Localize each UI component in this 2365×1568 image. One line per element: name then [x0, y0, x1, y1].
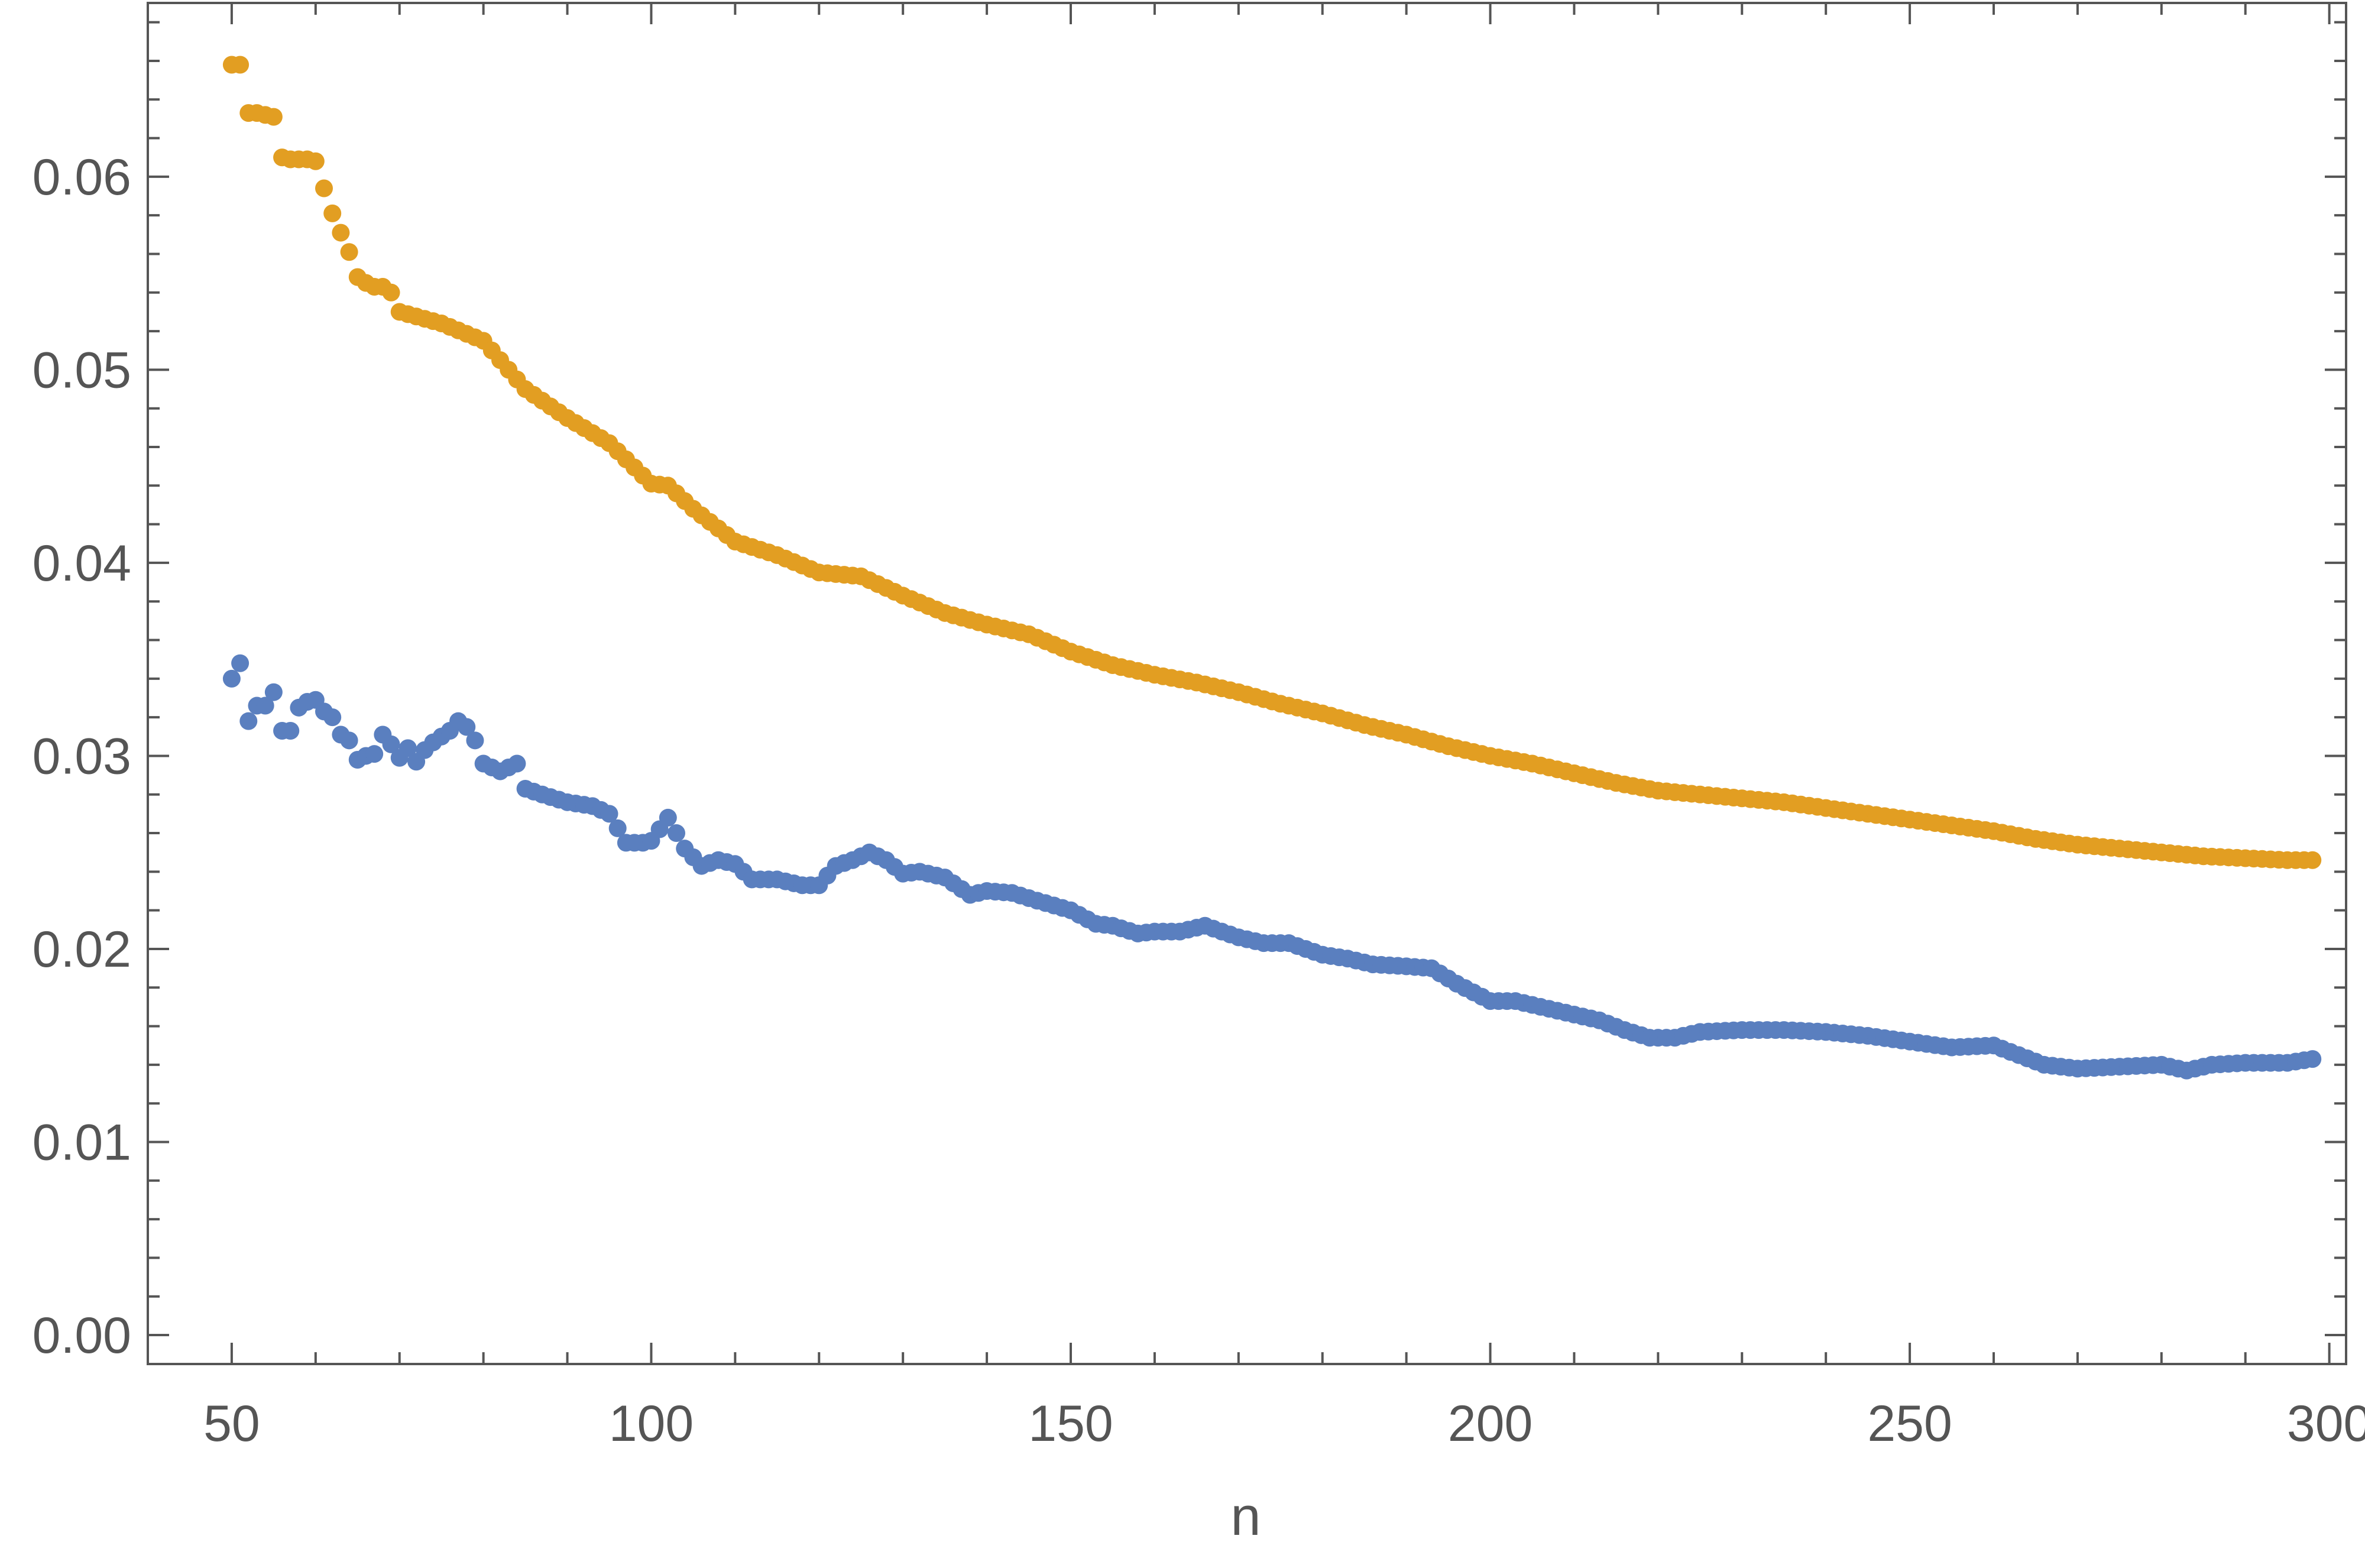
x-tick-label: 300: [2287, 1395, 2365, 1452]
y-tick-label: 0.04: [33, 535, 131, 592]
x-axis-title: n: [1230, 1486, 1261, 1547]
x-tick-label: 50: [203, 1395, 260, 1452]
data-point: [668, 824, 686, 843]
axis-ticks: [147, 3, 2346, 1364]
data-point: [382, 735, 400, 753]
data-point: [332, 223, 350, 242]
data-point: [340, 731, 358, 750]
data-point: [281, 721, 300, 740]
data-point: [458, 718, 476, 736]
x-tick-label: 200: [1448, 1395, 1533, 1452]
data-point: [256, 696, 274, 715]
data-series: [222, 56, 2322, 1080]
data-point: [466, 731, 484, 750]
data-point: [231, 56, 250, 74]
y-tick-label: 0.05: [33, 342, 131, 399]
y-tick-labels: 0.00 0.01 0.02 0.03 0.04 0.05 0.06: [33, 149, 131, 1364]
x-tick-label: 250: [1867, 1395, 1952, 1452]
data-point: [340, 243, 358, 261]
y-tick-label: 0.00: [33, 1307, 131, 1364]
y-tick-label: 0.06: [33, 149, 131, 206]
data-point: [365, 745, 384, 763]
data-point: [306, 152, 325, 170]
data-point: [315, 179, 333, 197]
data-point: [508, 754, 526, 773]
series-1: [222, 56, 2322, 869]
y-tick-label: 0.01: [33, 1114, 131, 1171]
data-point: [239, 712, 258, 730]
x-tick-labels: 50 100 150 200 250 300: [203, 1395, 2365, 1452]
data-point: [231, 654, 250, 672]
series-2: [222, 654, 2322, 1080]
data-point: [399, 739, 417, 757]
x-tick-label: 100: [609, 1395, 694, 1452]
y-tick-label: 0.02: [33, 921, 131, 978]
data-point: [600, 805, 618, 823]
data-point: [264, 108, 283, 126]
data-point: [382, 283, 400, 302]
data-point: [323, 204, 342, 222]
plot-frame: [147, 2, 2347, 1365]
data-point: [608, 819, 627, 837]
data-point: [323, 708, 342, 727]
data-point: [2304, 1050, 2322, 1068]
data-point: [264, 683, 283, 701]
x-tick-label: 150: [1028, 1395, 1113, 1452]
data-point: [222, 669, 241, 688]
data-point: [2304, 851, 2322, 869]
data-point: [659, 808, 677, 827]
y-tick-label: 0.03: [33, 728, 131, 785]
